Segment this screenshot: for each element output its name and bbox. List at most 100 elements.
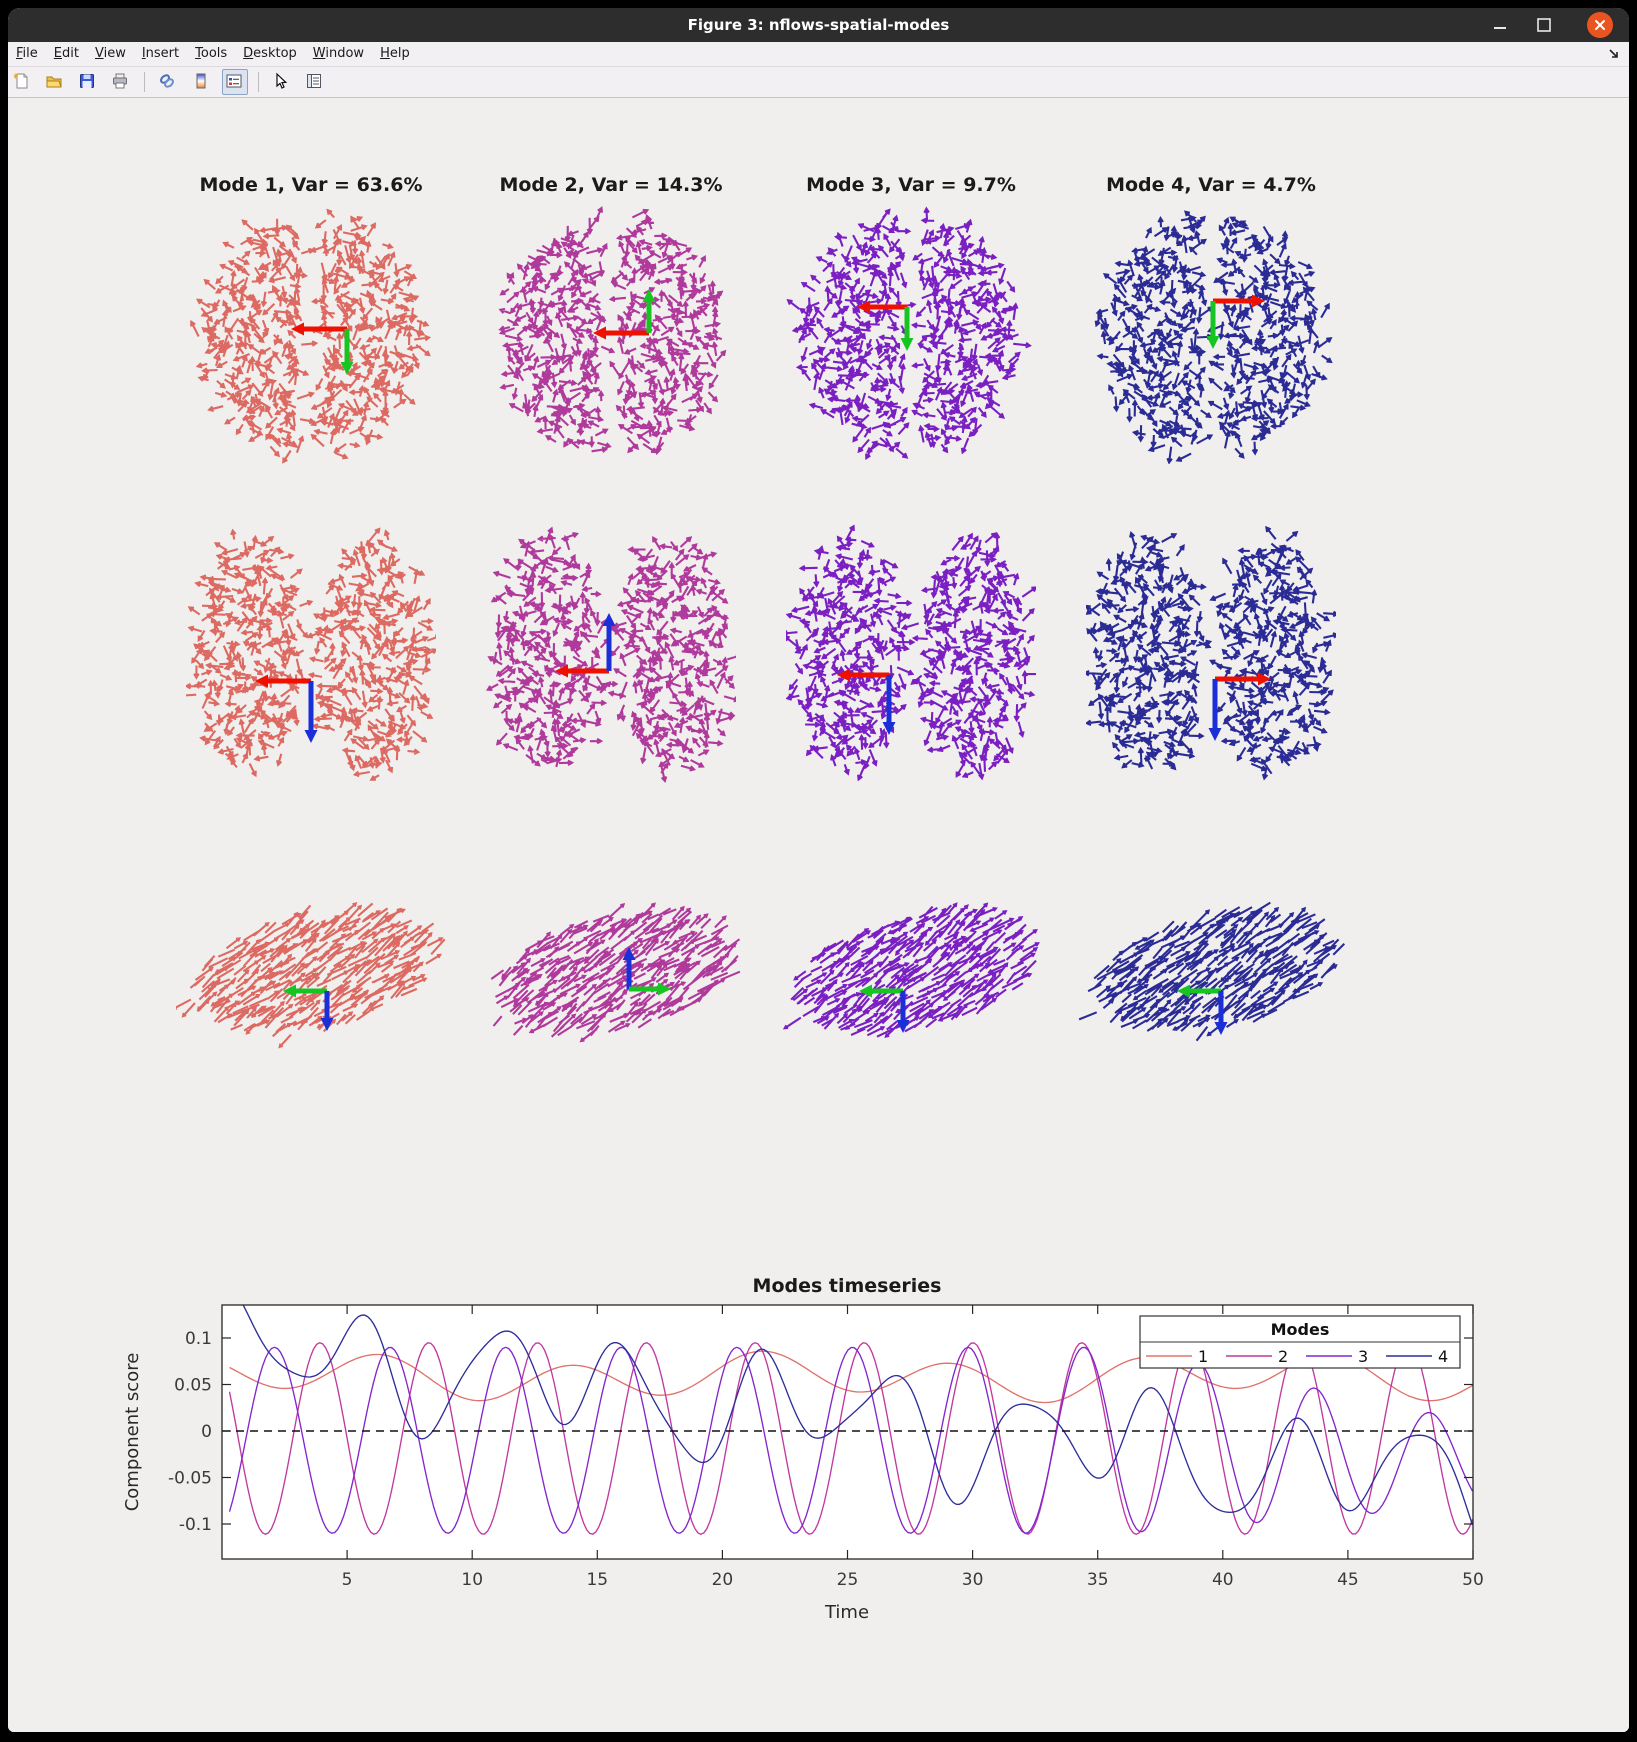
menu-item-help[interactable]: Help — [380, 46, 410, 61]
brain-quiver-axial-mode-3 — [786, 206, 1032, 460]
menu-item-file[interactable]: File — [16, 46, 38, 61]
menu-item-insert[interactable]: Insert — [141, 46, 180, 61]
orientation-arrow-head-red — [555, 664, 568, 678]
quiver-field — [190, 208, 432, 464]
brain-quiver-axial-mode-4 — [1094, 210, 1333, 464]
legend-title: Modes — [1271, 1320, 1330, 1339]
link-plots-button[interactable] — [155, 69, 181, 95]
x-tick-label: 15 — [586, 1570, 608, 1590]
toolbar-separator — [257, 72, 259, 92]
menu-item-edit[interactable]: Edit — [53, 46, 79, 61]
y-tick-label: 0.05 — [174, 1376, 212, 1396]
insert-colorbar-icon — [196, 73, 206, 89]
save-button[interactable] — [75, 69, 101, 95]
subplot-title-mode-1: Mode 1, Var = 63.6% — [199, 174, 423, 196]
open-folder-button[interactable] — [42, 69, 68, 95]
y-tick-label: 0 — [201, 1422, 212, 1442]
pointer-icon — [276, 72, 288, 89]
x-tick-label: 35 — [1087, 1570, 1109, 1590]
maximize-button[interactable] — [1531, 12, 1557, 38]
menu-item-window[interactable]: Window — [312, 46, 365, 61]
menu-item-tools[interactable]: Tools — [195, 46, 228, 61]
orientation-arrow-head-red — [857, 300, 870, 314]
x-tick-label: 20 — [712, 1570, 734, 1590]
legend[interactable]: Modes 1 2 3 4 — [1139, 1315, 1461, 1369]
quiver-field — [490, 902, 741, 1043]
y-tick-label: -0.05 — [168, 1469, 212, 1489]
orientation-arrow-head-green — [658, 982, 671, 996]
titlebar[interactable]: Figure 3: nflows-spatial-modes — [8, 8, 1629, 42]
orientation-arrow-head-green — [340, 362, 354, 375]
plot-browser-button[interactable] — [302, 69, 328, 95]
figure-canvas: Mode 1, Var = 63.6% Mode 2, Var = 14.3% … — [8, 98, 1629, 1732]
insert-legend-button[interactable] — [221, 69, 248, 95]
orientation-arrow-head-blue — [1208, 728, 1222, 741]
legend-entry-label: 2 — [1278, 1347, 1288, 1366]
legend-entry-label: 4 — [1438, 1347, 1448, 1366]
orientation-arrow-head-green — [859, 984, 872, 998]
new-document-icon — [13, 72, 28, 89]
save-icon — [80, 74, 95, 88]
orientation-arrow-head-red — [593, 326, 606, 340]
orientation-arrow-head-red — [255, 674, 268, 688]
quiver-field — [786, 524, 1036, 782]
orientation-arrow-head-green — [642, 289, 656, 302]
timeseries-ylabel: Component score — [122, 1353, 143, 1512]
series-line-mode-4 — [242, 1305, 1473, 1526]
subplot-title-mode-2: Mode 2, Var = 14.3% — [499, 174, 723, 196]
y-tick-label: 0.1 — [185, 1329, 212, 1349]
close-button[interactable] — [1587, 12, 1613, 38]
y-tick-label: -0.1 — [179, 1515, 212, 1535]
x-tick-label: 50 — [1462, 1570, 1484, 1590]
maximize-icon — [1537, 18, 1551, 32]
pointer-button[interactable] — [269, 69, 295, 95]
timeseries-title: Modes timeseries — [753, 1275, 942, 1297]
open-folder-icon — [46, 76, 62, 88]
toolbar-separator — [144, 72, 146, 92]
orientation-arrow-head-blue — [320, 1018, 334, 1031]
orientation-arrow-head-blue — [602, 613, 616, 626]
orientation-arrow-head-blue — [1214, 1022, 1228, 1035]
subplot-title-mode-4: Mode 4, Var = 4.7% — [1106, 174, 1316, 196]
orientation-arrow-head-red — [1252, 294, 1265, 308]
orientation-arrow-head-green — [1177, 984, 1190, 998]
x-tick-label: 30 — [962, 1570, 984, 1590]
orientation-arrow-head-blue — [304, 730, 318, 743]
x-tick-label: 10 — [461, 1570, 483, 1590]
link-plots-icon — [160, 74, 175, 88]
x-tick-label: 40 — [1212, 1570, 1234, 1590]
insert-legend-icon — [226, 74, 242, 88]
menu-item-desktop[interactable]: Desktop — [243, 46, 297, 61]
timeseries-curves — [228, 1305, 1473, 1535]
insert-colorbar-button[interactable] — [189, 69, 215, 95]
legend-entry-label: 3 — [1358, 1347, 1368, 1366]
figure-window: Figure 3: nflows-spatial-modes File Edit V… — [8, 8, 1629, 1732]
print-button[interactable] — [108, 69, 134, 95]
series-line-mode-2 — [228, 1341, 1473, 1535]
quiver-field — [486, 526, 736, 783]
quiver-field — [782, 902, 1041, 1039]
brain-quiver-sagittal-mode-4 — [1078, 901, 1346, 1042]
brain-quiver-coronal-mode-2 — [486, 526, 736, 783]
print-icon — [113, 73, 128, 89]
window-title: Figure 3: nflows-spatial-modes — [687, 16, 950, 34]
quiver-field — [786, 206, 1032, 460]
brain-quiver-sagittal-mode-2 — [490, 902, 741, 1043]
quiver-field — [176, 902, 446, 1049]
series-line-mode-1 — [229, 1350, 1473, 1404]
brain-quiver-axial-mode-1 — [190, 208, 432, 464]
orientation-arrow-head-green — [283, 984, 296, 998]
brain-quiver-coronal-mode-3 — [786, 524, 1036, 782]
minimize-button[interactable] — [1487, 12, 1513, 38]
quiver-field — [1086, 525, 1336, 781]
new-document-button[interactable] — [9, 69, 35, 95]
menu-item-view[interactable]: View — [94, 46, 126, 61]
orientation-arrow-head-blue — [622, 947, 636, 960]
timeseries-xlabel: Time — [824, 1602, 869, 1623]
toolbar — [8, 67, 1629, 98]
orientation-arrow-head-red — [837, 668, 850, 682]
dock-figure-icon[interactable] — [1607, 47, 1621, 65]
plot-browser-icon — [306, 74, 321, 88]
legend-entry-label: 1 — [1198, 1347, 1208, 1366]
